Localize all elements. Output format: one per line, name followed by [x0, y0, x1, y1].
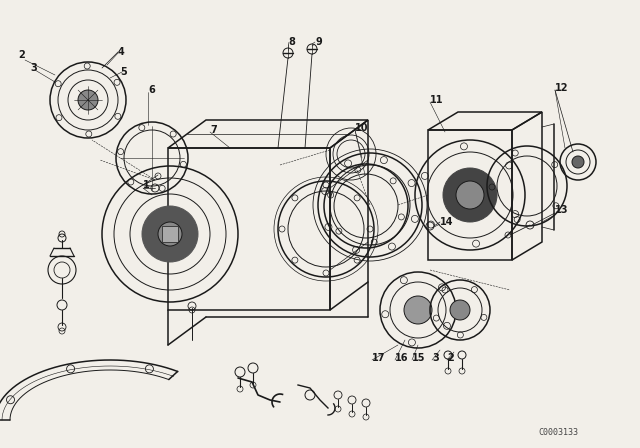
Text: 5: 5: [120, 67, 127, 77]
Bar: [162, 226, 178, 242]
Circle shape: [456, 181, 484, 209]
Circle shape: [78, 90, 98, 110]
Text: 8: 8: [288, 37, 295, 47]
Text: 2: 2: [18, 50, 25, 60]
Text: 7: 7: [210, 125, 217, 135]
Text: 16: 16: [395, 353, 408, 363]
Text: 13: 13: [555, 205, 568, 215]
Circle shape: [142, 206, 198, 262]
Text: 12: 12: [555, 83, 568, 93]
Circle shape: [572, 156, 584, 168]
Text: 14: 14: [440, 217, 454, 227]
Circle shape: [404, 296, 432, 324]
Text: 11: 11: [430, 95, 444, 105]
Text: 2: 2: [447, 353, 454, 363]
Text: 9: 9: [315, 37, 322, 47]
Text: C0003133: C0003133: [538, 427, 578, 436]
Circle shape: [158, 222, 182, 246]
Text: 3: 3: [30, 63, 36, 73]
Text: 10: 10: [355, 123, 369, 133]
Text: 3: 3: [432, 353, 439, 363]
Text: 15: 15: [412, 353, 426, 363]
Text: 1: 1: [143, 180, 150, 190]
Circle shape: [450, 300, 470, 320]
Circle shape: [443, 168, 497, 222]
Text: 17: 17: [372, 353, 385, 363]
Text: 6: 6: [148, 85, 155, 95]
Text: 4: 4: [118, 47, 125, 57]
